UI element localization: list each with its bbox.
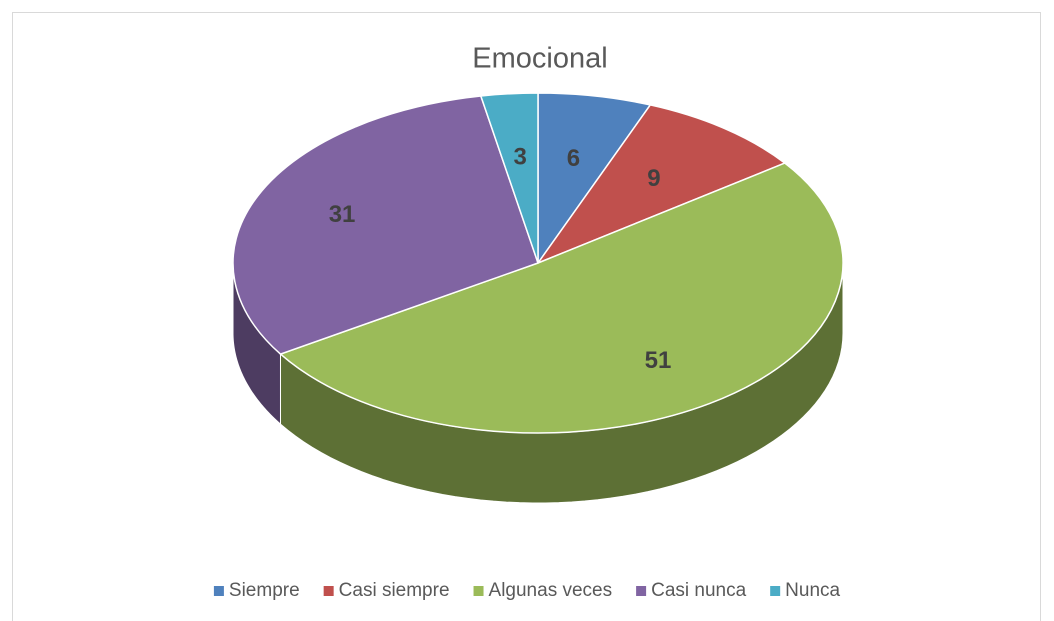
legend-swatch — [213, 586, 224, 596]
legend-swatch — [636, 586, 647, 596]
legend-label: Nunca — [785, 580, 840, 601]
data-label: 31 — [329, 201, 356, 228]
legend-swatch — [770, 586, 781, 596]
slice — [232, 95, 539, 355]
legend-label: Casi siempre — [339, 580, 450, 601]
chart-title: Emocional — [472, 43, 607, 75]
slice — [279, 162, 844, 434]
legend-swatch — [323, 586, 334, 596]
data-label: 51 — [645, 347, 672, 374]
legend-swatch — [473, 586, 484, 596]
data-label: 6 — [567, 145, 580, 172]
data-label: 3 — [514, 143, 527, 170]
legend-label: Casi nunca — [651, 580, 746, 601]
legend: Siempre Casi siempre Algunas veces Casi nun… — [213, 580, 841, 601]
slice — [479, 92, 539, 264]
data-label: 9 — [647, 165, 660, 192]
slice — [535, 104, 787, 265]
legend-label: Algunas veces — [489, 580, 613, 601]
legend-label: Siempre — [229, 580, 300, 601]
